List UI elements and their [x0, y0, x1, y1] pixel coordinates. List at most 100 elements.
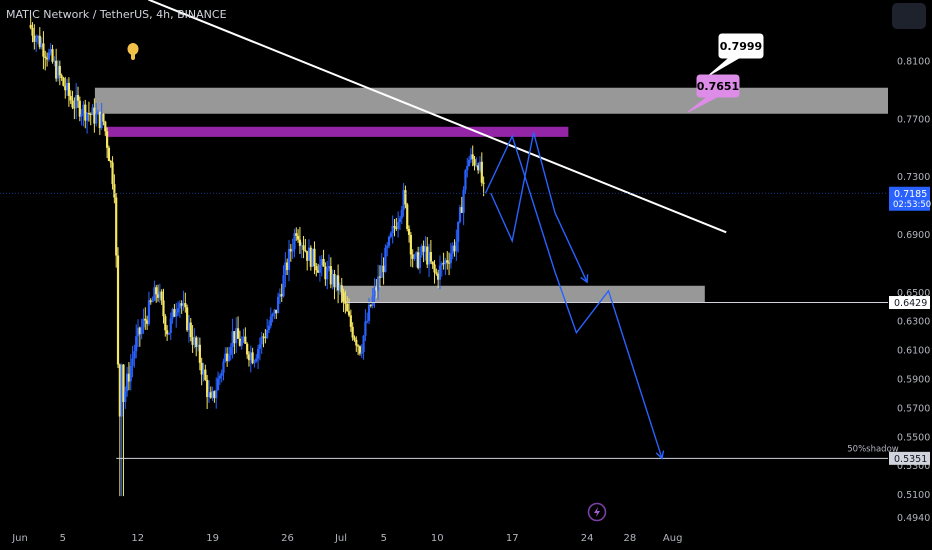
candle-body [196, 344, 200, 348]
candle-body [175, 312, 178, 317]
candle-body [127, 373, 131, 382]
chart-menu-button[interactable] [892, 3, 926, 29]
price-tick-label: 0.7700 [897, 114, 930, 125]
candle-body [247, 354, 251, 361]
candle-body [276, 296, 280, 314]
projection-path-1 [490, 132, 588, 283]
candle-body [62, 77, 65, 86]
candle-body [266, 330, 269, 338]
callout-purple-box [696, 74, 740, 98]
candle-body [378, 276, 382, 278]
candle-body [255, 358, 258, 362]
candle-body [398, 218, 402, 222]
candle-body [369, 304, 372, 306]
zone-upper-resistance [94, 87, 888, 114]
candle-body [413, 256, 416, 259]
shadow-price-badge-bg [889, 451, 930, 465]
candle-body [144, 318, 147, 321]
time-tick-label: Aug [663, 533, 683, 544]
candle-body [300, 245, 303, 247]
time-tick-label: 17 [506, 533, 519, 544]
candle-body [198, 344, 201, 363]
candle-body [415, 252, 418, 257]
candle-body [31, 27, 34, 36]
candle-body [287, 248, 291, 271]
candle-body [149, 300, 152, 303]
candle-body [162, 300, 165, 317]
candle-body [160, 291, 163, 301]
candle-body [80, 113, 83, 117]
support-price-badge-label: 0.6429 [894, 298, 927, 309]
candle-body [36, 35, 40, 38]
candle-body [42, 43, 45, 57]
candle-body [251, 352, 254, 364]
candle-body [146, 320, 149, 324]
candle-body [200, 362, 203, 375]
candle-body [391, 226, 394, 234]
shadow-price-badge-label: 0.5351 [894, 454, 927, 465]
candle-body [64, 85, 67, 91]
candle-body [140, 327, 143, 335]
candle-body [480, 161, 483, 183]
candle-body [65, 82, 69, 91]
time-tick-label: Jun [11, 533, 28, 544]
candle-body [242, 336, 245, 342]
candle-body [373, 287, 376, 297]
candle-body [306, 251, 309, 261]
candle-body [118, 364, 121, 417]
candle-body [438, 265, 442, 280]
candle-body [84, 104, 87, 121]
candle-body [55, 60, 58, 79]
candle-body [275, 309, 278, 314]
candle-body [209, 392, 212, 398]
candle-body [269, 316, 272, 326]
candle-body [333, 273, 336, 288]
candle-body [49, 49, 52, 53]
candle-body [87, 113, 91, 115]
candle-body [422, 245, 425, 252]
candle-body [142, 318, 145, 328]
zone-support [341, 285, 705, 303]
candle-body [151, 300, 154, 303]
candle-body [349, 315, 352, 327]
candle-body [147, 300, 151, 324]
candle-body [395, 227, 398, 229]
candle-body [449, 253, 452, 264]
candle-body [213, 391, 216, 399]
candle-body [340, 285, 343, 293]
price-tick-label: 0.5100 [897, 490, 930, 501]
price-tick-label: 0.4940 [897, 513, 930, 524]
callout-purple-text: 0.7651 [697, 80, 739, 93]
candle-body [420, 245, 423, 256]
candle-body [240, 341, 243, 346]
candle-body [215, 390, 218, 399]
candle-body [182, 303, 185, 306]
projection-arrowhead-2 [655, 450, 665, 460]
candle-body [477, 165, 480, 171]
candle-body [85, 113, 89, 121]
candle-body [362, 335, 365, 352]
candle-body [460, 207, 463, 213]
candle-body [184, 303, 187, 308]
candle-body [433, 264, 436, 273]
candle-body [291, 249, 294, 252]
candle-body [453, 245, 456, 252]
callout-white-text: 0.7999 [720, 40, 762, 53]
candle-body [437, 273, 440, 280]
candle-body [435, 272, 438, 274]
candle-body [167, 332, 171, 335]
candle-body [73, 107, 76, 109]
candle-body [138, 327, 141, 335]
candle-body [45, 57, 49, 60]
price-tick-label: 0.6500 [897, 288, 930, 299]
candle-body [126, 373, 129, 392]
candle-body [229, 347, 232, 355]
candle-body [364, 321, 367, 336]
support-price-badge-bg [889, 296, 930, 310]
candle-body [384, 247, 387, 272]
candle-body [33, 35, 36, 42]
candle-body [47, 52, 50, 60]
candle-body [82, 104, 85, 114]
candle-body [233, 331, 236, 344]
